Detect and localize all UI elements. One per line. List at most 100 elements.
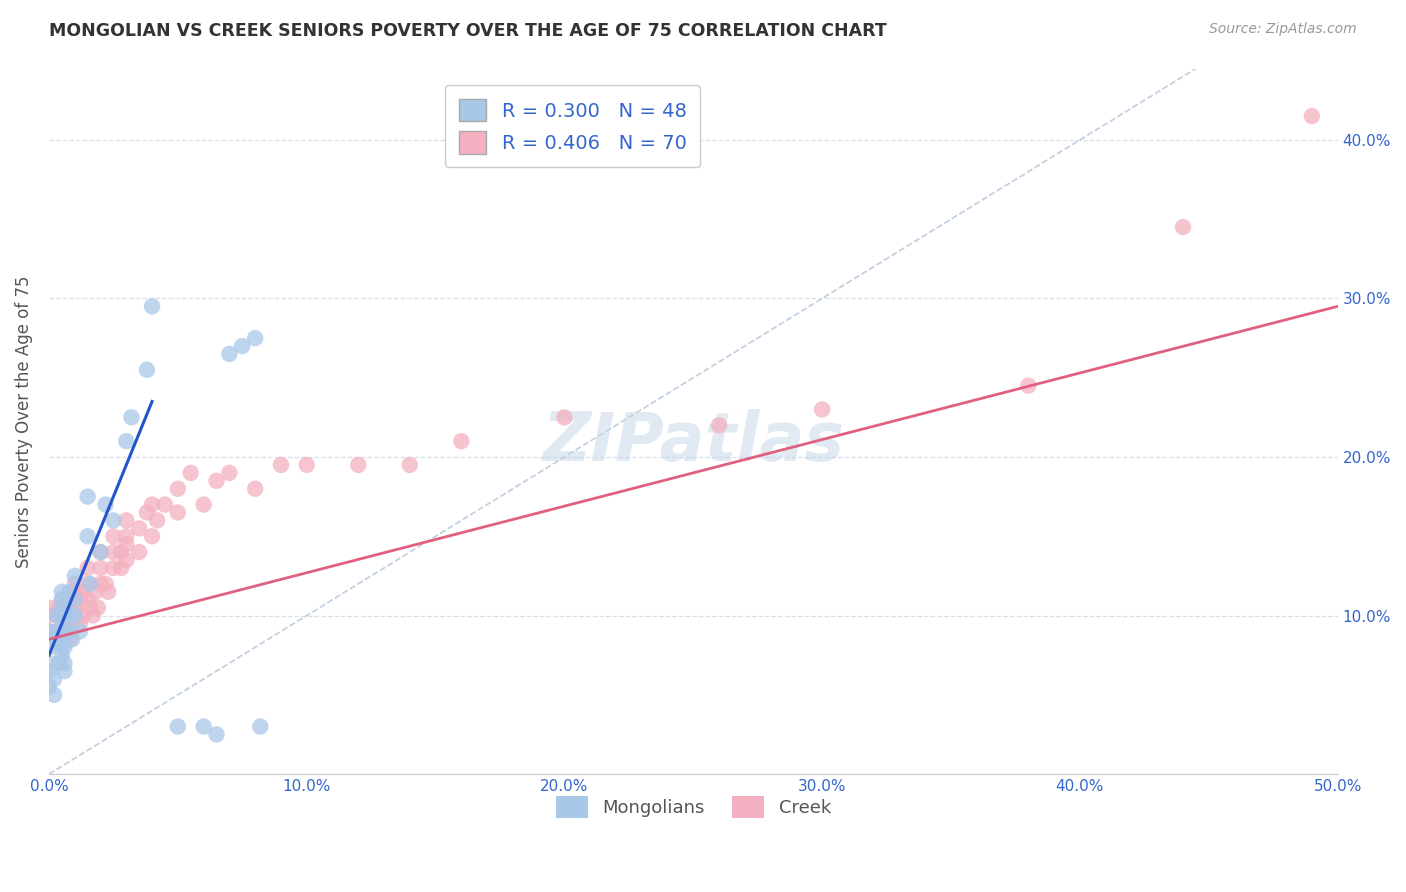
Point	[450, 434, 472, 449]
Legend: Mongolians, Creek: Mongolians, Creek	[548, 789, 838, 825]
Point	[51, 608, 73, 623]
Point	[347, 458, 370, 472]
Point	[87, 600, 110, 615]
Point	[42, 672, 65, 686]
Point	[38, 608, 60, 623]
Point	[89, 545, 111, 559]
Point	[103, 529, 125, 543]
Y-axis label: Seniors Poverty Over the Age of 75: Seniors Poverty Over the Age of 75	[15, 275, 32, 567]
Point	[103, 545, 125, 559]
Point	[45, 624, 67, 639]
Point	[166, 482, 188, 496]
Text: Source: ZipAtlas.com: Source: ZipAtlas.com	[1209, 22, 1357, 37]
Point	[115, 529, 138, 543]
Point	[243, 482, 266, 496]
Point	[56, 616, 79, 631]
Point	[1017, 378, 1039, 392]
Point	[56, 600, 79, 615]
Point	[707, 418, 730, 433]
Point	[51, 648, 73, 663]
Point	[63, 577, 86, 591]
Point	[51, 592, 73, 607]
Point	[115, 553, 138, 567]
Point	[115, 513, 138, 527]
Point	[110, 561, 132, 575]
Point	[79, 577, 101, 591]
Point	[141, 498, 163, 512]
Point	[51, 624, 73, 639]
Point	[53, 664, 76, 678]
Point	[1301, 109, 1323, 123]
Point	[51, 592, 73, 607]
Point	[146, 513, 169, 527]
Point	[38, 600, 60, 615]
Point	[243, 331, 266, 345]
Point	[135, 363, 157, 377]
Point	[153, 498, 176, 512]
Point	[103, 561, 125, 575]
Point	[79, 600, 101, 615]
Point	[295, 458, 318, 472]
Point	[58, 624, 80, 639]
Point	[53, 632, 76, 647]
Point	[97, 584, 120, 599]
Point	[42, 688, 65, 702]
Point	[76, 561, 98, 575]
Point	[38, 624, 60, 639]
Point	[398, 458, 420, 472]
Point	[58, 632, 80, 647]
Point	[63, 592, 86, 607]
Point	[205, 474, 228, 488]
Text: ZIPatlas: ZIPatlas	[543, 409, 845, 475]
Point	[553, 410, 575, 425]
Point	[249, 720, 271, 734]
Point	[69, 624, 91, 639]
Point	[128, 545, 150, 559]
Point	[56, 624, 79, 639]
Point	[205, 727, 228, 741]
Point	[89, 561, 111, 575]
Point	[141, 299, 163, 313]
Point	[110, 545, 132, 559]
Point	[60, 632, 83, 647]
Point	[128, 521, 150, 535]
Point	[53, 608, 76, 623]
Point	[45, 624, 67, 639]
Point	[193, 498, 215, 512]
Point	[115, 434, 138, 449]
Point	[53, 640, 76, 655]
Point	[89, 545, 111, 559]
Point	[94, 498, 117, 512]
Point	[193, 720, 215, 734]
Point	[231, 339, 253, 353]
Point	[58, 608, 80, 623]
Point	[45, 608, 67, 623]
Point	[120, 410, 142, 425]
Point	[63, 608, 86, 623]
Point	[270, 458, 292, 472]
Point	[141, 529, 163, 543]
Point	[48, 600, 70, 615]
Point	[63, 592, 86, 607]
Point	[72, 608, 94, 623]
Point	[82, 608, 104, 623]
Point	[51, 584, 73, 599]
Point	[63, 608, 86, 623]
Point	[218, 466, 240, 480]
Point	[84, 584, 107, 599]
Point	[811, 402, 834, 417]
Point	[135, 506, 157, 520]
Point	[76, 529, 98, 543]
Point	[58, 616, 80, 631]
Point	[76, 577, 98, 591]
Point	[72, 584, 94, 599]
Point	[38, 640, 60, 655]
Point	[45, 632, 67, 647]
Point	[76, 490, 98, 504]
Point	[38, 664, 60, 678]
Point	[48, 656, 70, 670]
Point	[38, 624, 60, 639]
Point	[63, 584, 86, 599]
Point	[63, 600, 86, 615]
Point	[115, 537, 138, 551]
